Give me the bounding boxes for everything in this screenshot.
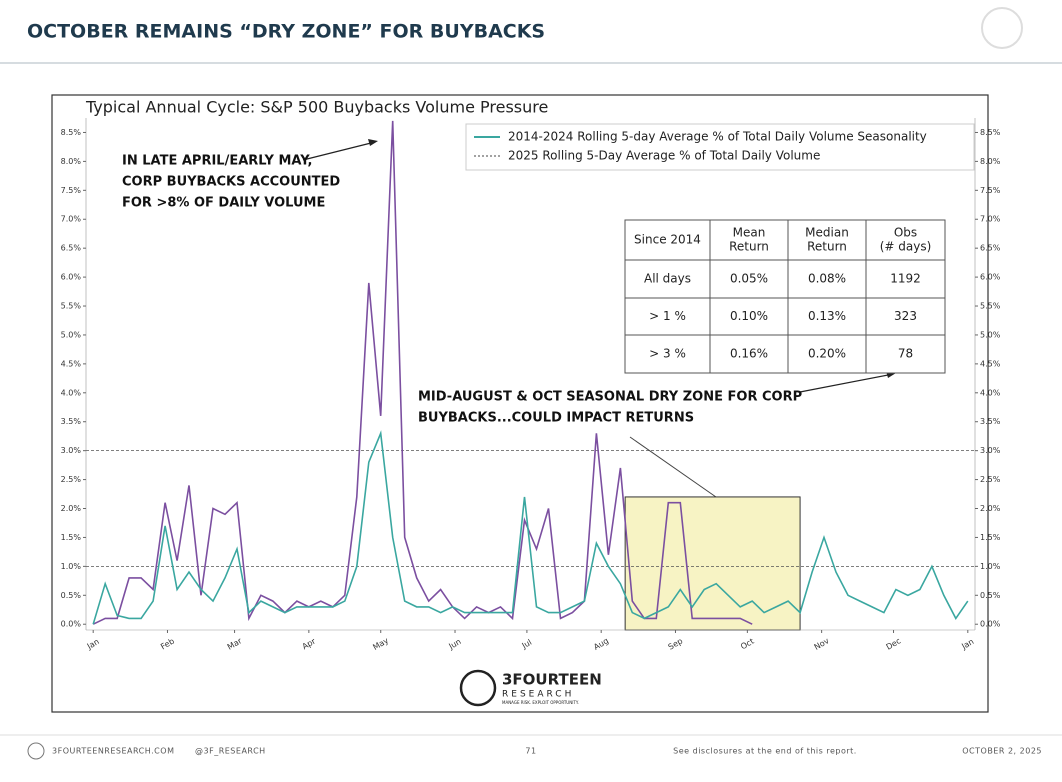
y-tick-label: 8.5% — [61, 128, 82, 137]
slide-title: OCTOBER REMAINS “DRY ZONE” FOR BUYBACKS — [27, 21, 545, 43]
footer-handle: @3F_RESEARCH — [195, 747, 266, 756]
y2-tick-label: 5.0% — [980, 330, 1001, 339]
y-tick-label: 2.5% — [61, 475, 82, 484]
table-cell: 0.16% — [730, 347, 768, 361]
table-cell: 0.08% — [808, 272, 846, 286]
y-tick-label: 3.0% — [61, 446, 82, 455]
annotation: IN LATE APRIL/EARLY MAY, — [122, 154, 312, 169]
table-header: Mean — [733, 226, 766, 240]
y-tick-label: 4.0% — [61, 388, 82, 397]
chart-frame — [51, 94, 989, 713]
y-tick-label: 6.5% — [61, 244, 82, 253]
y-tick-label: 6.0% — [61, 273, 82, 282]
footer-page: 71 — [525, 747, 536, 756]
y-tick-label: 4.5% — [61, 359, 82, 368]
legend: 2014-2024 Rolling 5-day Average % of Tot… — [465, 123, 975, 171]
footer-date: OCTOBER 2, 2025 — [962, 747, 1042, 756]
chart-title: Typical Annual Cycle: S&P 500 Buybacks V… — [85, 98, 548, 117]
annotation: BUYBACKS...COULD IMPACT RETURNS — [418, 411, 694, 426]
y-tick-label: 7.5% — [61, 186, 82, 195]
y2-tick-label: 5.5% — [980, 302, 1001, 311]
y2-tick-label: 1.5% — [980, 533, 1001, 542]
footer-disclosure: See disclosures at the end of this repor… — [673, 747, 857, 756]
table-cell: 0.10% — [730, 309, 768, 323]
table-header: (# days) — [880, 240, 932, 254]
y-tick-label: 5.0% — [61, 330, 82, 339]
table-header: Obs — [894, 226, 917, 240]
y2-tick-label: 1.0% — [980, 562, 1001, 571]
table-cell: 0.20% — [808, 347, 846, 361]
y-tick-label: 0.0% — [61, 620, 82, 629]
legend-label: 2025 Rolling 5-Day Average % of Total Da… — [508, 149, 820, 163]
table-header: Return — [807, 240, 847, 254]
y2-tick-label: 2.5% — [980, 475, 1001, 484]
table-cell: All days — [644, 272, 691, 286]
series-line — [92, 120, 753, 625]
footer-logo — [27, 742, 45, 760]
logo-sub: RESEARCH — [502, 690, 574, 700]
table-cell: 0.13% — [808, 309, 846, 323]
table-header: Return — [729, 240, 769, 254]
y-tick-label: 1.5% — [61, 533, 82, 542]
footer-site: 3FOURTEENRESEARCH.COM — [52, 747, 174, 756]
y2-tick-label: 7.5% — [980, 186, 1001, 195]
table-cell: 1192 — [890, 272, 921, 286]
y2-tick-label: 0.0% — [980, 620, 1001, 629]
corner-logo — [981, 7, 1023, 49]
y2-tick-label: 0.5% — [980, 591, 1001, 600]
table-header: Since 2014 — [634, 233, 701, 247]
table-header: Median — [805, 226, 849, 240]
arrow — [629, 436, 717, 498]
table-cell: 0.05% — [730, 272, 768, 286]
legend-label: 2014-2024 Rolling 5-day Average % of Tot… — [508, 130, 927, 144]
legend-box — [465, 123, 975, 171]
y2-tick-label: 8.0% — [980, 157, 1001, 166]
y-tick-label: 2.0% — [61, 504, 82, 513]
y-tick-label: 3.5% — [61, 417, 82, 426]
dry-zone-highlight — [624, 496, 801, 631]
y-tick-label: 0.5% — [61, 591, 82, 600]
y2-tick-label: 6.5% — [980, 244, 1001, 253]
logo-name: 3FOURTEEN — [502, 671, 602, 689]
y2-tick-label: 4.0% — [980, 388, 1001, 397]
y2-tick-label: 8.5% — [980, 128, 1001, 137]
series-line — [92, 430, 969, 625]
y2-tick-label: 2.0% — [980, 504, 1001, 513]
annotation: FOR >8% OF DAILY VOLUME — [122, 196, 325, 211]
logo-tagline: MANAGE RISK. EXPLOIT OPPORTUNITY. — [502, 700, 579, 705]
y-tick-label: 8.0% — [61, 157, 82, 166]
annotation: MID-AUGUST & OCT SEASONAL DRY ZONE FOR C… — [418, 390, 802, 405]
y2-tick-label: 4.5% — [980, 359, 1001, 368]
logo-mark — [459, 669, 497, 707]
arrowhead — [368, 139, 378, 146]
table-cell: 323 — [894, 309, 917, 323]
table-cell: > 1 % — [649, 309, 686, 323]
annotation: CORP BUYBACKS ACCOUNTED — [122, 175, 340, 190]
y-tick-label: 1.0% — [61, 562, 82, 571]
y-tick-label: 7.0% — [61, 215, 82, 224]
y-tick-label: 5.5% — [61, 302, 82, 311]
arrow — [302, 141, 376, 161]
y2-tick-label: 3.5% — [980, 417, 1001, 426]
table-cell: 78 — [898, 347, 913, 361]
y2-tick-label: 3.0% — [980, 446, 1001, 455]
arrow — [799, 373, 894, 393]
table-border — [624, 219, 946, 374]
table-cell: > 3 % — [649, 347, 686, 361]
y2-tick-label: 6.0% — [980, 273, 1001, 282]
y2-tick-label: 7.0% — [980, 215, 1001, 224]
